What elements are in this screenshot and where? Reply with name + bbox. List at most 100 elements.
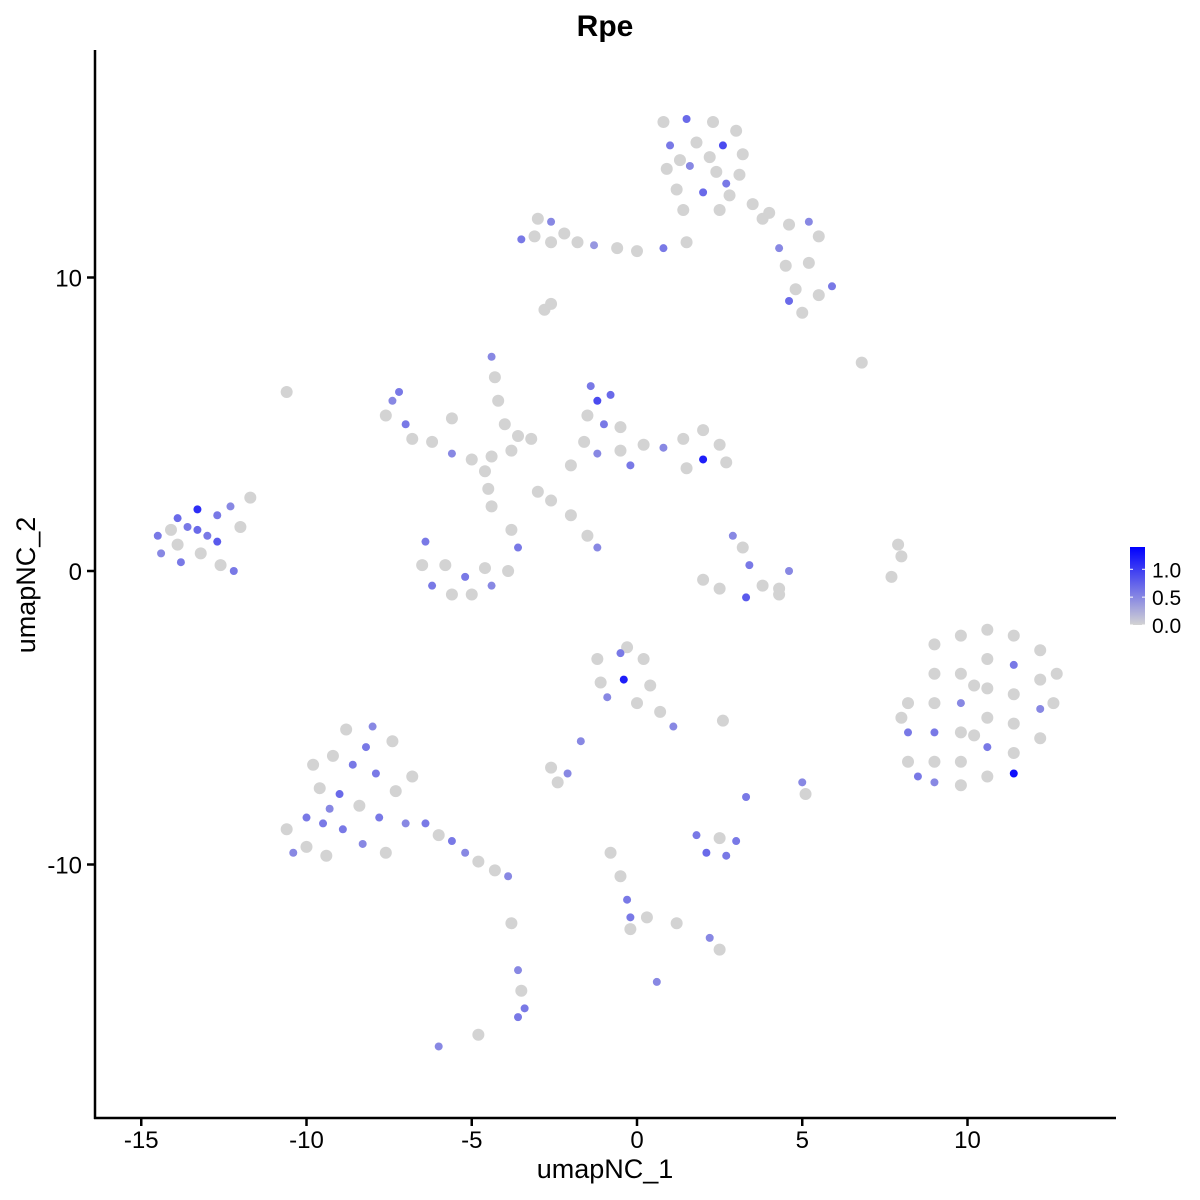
expressing-cell-point (563, 769, 572, 778)
cell-point (406, 432, 419, 445)
cell-point (472, 855, 485, 868)
cell-point (713, 582, 726, 595)
expressing-cell-point (699, 188, 708, 197)
expressing-cell-point (395, 387, 404, 396)
expressing-cell-point (289, 848, 298, 857)
cell-point (1007, 688, 1020, 701)
cell-point (313, 782, 326, 795)
cell-point (1050, 667, 1063, 680)
cell-point (545, 761, 558, 774)
expressing-cell-point (401, 819, 410, 828)
expressing-cell-point (827, 282, 836, 291)
cell-point (280, 823, 293, 836)
expressing-cell-point (682, 115, 691, 124)
cell-point (545, 297, 558, 310)
expressing-cell-point (388, 396, 397, 405)
cell-point (1034, 673, 1047, 686)
cell-point (515, 984, 528, 997)
cell-point (614, 421, 627, 434)
expressing-cell-point (930, 778, 939, 787)
expressing-cell-point (705, 933, 714, 942)
cell-point (426, 435, 439, 448)
expressing-cell-point (153, 531, 162, 540)
cell-point (505, 523, 518, 536)
expressing-cell-point (157, 549, 166, 558)
cell-point (379, 409, 392, 422)
expressing-cell-point (176, 558, 185, 567)
expressing-cell-point (603, 693, 612, 702)
x-tick-label: 5 (796, 1127, 809, 1154)
cell-point (637, 438, 650, 451)
expressing-cell-point (368, 722, 377, 731)
cell-point (637, 653, 650, 666)
cell-point (736, 541, 749, 554)
y-tick-label: 10 (55, 266, 82, 293)
expressing-cell-point (626, 461, 635, 470)
cell-point (631, 697, 643, 710)
cell-point (812, 289, 825, 302)
cell-point (631, 245, 643, 258)
expressing-cell-point (487, 581, 496, 590)
expressing-cell-point (1009, 660, 1018, 669)
cell-point (502, 565, 515, 577)
cell-point (799, 788, 812, 801)
expressing-cell-point (930, 728, 939, 737)
cell-point (485, 500, 498, 513)
cell-point (214, 559, 227, 572)
cell-point (389, 785, 402, 798)
cell-point (773, 582, 786, 595)
x-tick-label: -15 (124, 1127, 159, 1154)
cell-point (488, 864, 501, 877)
expressing-cell-point (626, 913, 635, 922)
expressing-cell-point (447, 449, 456, 458)
cell-point (746, 198, 759, 211)
cell-point (644, 679, 657, 692)
expressing-cell-point (742, 792, 751, 801)
colorbar-label: 1.0 (1152, 559, 1181, 582)
expressing-cell-point (514, 966, 523, 975)
cell-point (928, 667, 941, 680)
expressing-cell-point (699, 455, 708, 464)
expressing-cell-point (616, 649, 625, 658)
cell-point (763, 206, 776, 219)
cell-point (713, 832, 726, 845)
expressing-cell-point (619, 675, 628, 684)
cell-point (558, 227, 571, 240)
expressing-cell-point (798, 778, 807, 787)
cell-point (690, 136, 703, 149)
expressing-cell-point (775, 244, 784, 253)
cell-point (300, 840, 313, 853)
cell-point (1034, 644, 1047, 657)
expressing-cell-point (804, 217, 813, 226)
cell-point (406, 770, 419, 783)
cell-point (488, 371, 501, 384)
cell-point (492, 394, 505, 407)
y-tick-label: 0 (69, 559, 82, 586)
expressing-cell-point (785, 567, 794, 575)
cell-point (512, 429, 525, 442)
cell-point (680, 236, 693, 249)
cell-point (545, 494, 558, 507)
cell-point (723, 189, 736, 202)
cell-point (353, 799, 366, 812)
cell-point (981, 682, 994, 695)
expressing-cell-point (732, 837, 741, 846)
colorbar-label: 0.0 (1152, 615, 1181, 638)
expressing-cell-point (203, 531, 212, 540)
expressing-cell-point (652, 977, 661, 986)
expressing-cell-point (728, 531, 737, 540)
expressing-cell-point (421, 537, 430, 546)
cell-point (439, 559, 452, 572)
cell-point (581, 409, 594, 422)
cell-point (730, 124, 743, 137)
expressing-cell-point (514, 543, 523, 552)
x-tick-label: 10 (954, 1127, 981, 1154)
cell-point (968, 729, 981, 742)
x-axis-ticks: -15 -10 -5 0 5 10 (124, 1118, 981, 1154)
x-tick-label: 0 (630, 1127, 643, 1154)
cell-point (1047, 697, 1060, 710)
expressing-cell-point (702, 848, 711, 857)
cell-point (756, 579, 769, 592)
cell-point (703, 151, 716, 164)
chart-title: Rpe (577, 10, 634, 43)
